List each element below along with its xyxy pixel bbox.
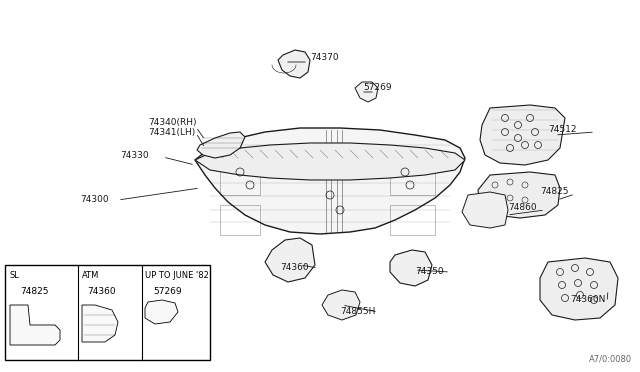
Text: 74855H: 74855H [340, 308, 376, 317]
Polygon shape [82, 305, 118, 342]
Text: 57269: 57269 [153, 287, 182, 296]
Polygon shape [480, 105, 565, 165]
Text: 74825: 74825 [20, 287, 49, 296]
Text: 74860: 74860 [508, 203, 536, 212]
Text: 74350: 74350 [415, 267, 444, 276]
Text: 74370: 74370 [310, 52, 339, 61]
Polygon shape [540, 258, 618, 320]
Polygon shape [145, 300, 178, 324]
Bar [390, 165, 435, 195]
Polygon shape [390, 250, 432, 286]
Polygon shape [322, 290, 360, 320]
Polygon shape [195, 128, 465, 234]
Polygon shape [278, 50, 310, 78]
Text: 74300: 74300 [80, 196, 109, 205]
Bar [5, 265, 210, 360]
Text: 74340(RH): 74340(RH) [148, 118, 196, 126]
Bar [220, 205, 260, 235]
Text: ATM: ATM [82, 271, 99, 280]
Bar [390, 205, 435, 235]
Bar [220, 165, 260, 195]
Text: A7/0:0080: A7/0:0080 [589, 355, 632, 364]
Text: 74330: 74330 [120, 151, 148, 160]
Polygon shape [355, 82, 378, 102]
Polygon shape [197, 132, 245, 158]
Polygon shape [195, 143, 465, 180]
Polygon shape [462, 192, 508, 228]
Text: 74360N: 74360N [570, 295, 605, 305]
Text: 57269: 57269 [363, 83, 392, 93]
Text: 74341(LH): 74341(LH) [148, 128, 195, 138]
Polygon shape [265, 238, 315, 282]
Text: 74360: 74360 [87, 287, 116, 296]
Polygon shape [478, 172, 560, 218]
Text: 74825: 74825 [540, 187, 568, 196]
Text: 74360: 74360 [280, 263, 308, 273]
Text: 74512: 74512 [548, 125, 577, 135]
Polygon shape [10, 305, 60, 345]
Text: SL: SL [9, 271, 19, 280]
Text: UP TO JUNE '82: UP TO JUNE '82 [145, 271, 209, 280]
